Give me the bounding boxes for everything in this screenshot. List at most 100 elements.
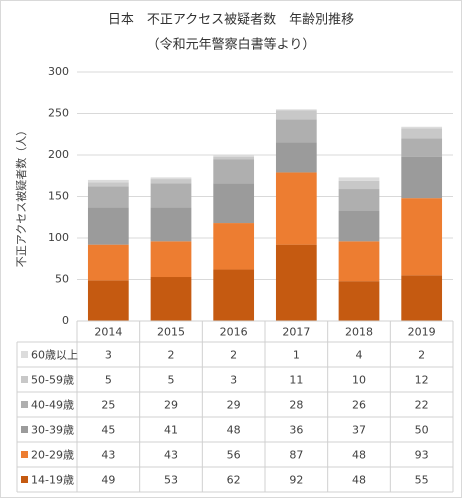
bar-segment: [338, 241, 380, 282]
table-value: 37: [352, 424, 366, 437]
y-tick-label: 150: [48, 190, 69, 203]
bar-segment: [275, 172, 317, 245]
bar-segment: [275, 109, 317, 111]
bar-segment: [150, 277, 192, 321]
legend-swatch: [21, 426, 28, 433]
table-value: 10: [352, 374, 366, 387]
legend-swatch: [21, 351, 28, 358]
bar-segment: [275, 119, 317, 143]
bar-segment: [213, 223, 255, 270]
bar-segment: [87, 179, 129, 183]
table-value: 92: [289, 474, 303, 487]
bar-segment: [401, 198, 443, 276]
x-tick-label: 2017: [282, 326, 310, 339]
table-value: 56: [227, 449, 241, 462]
table-value: 5: [105, 374, 112, 387]
table-value: 28: [289, 399, 303, 412]
x-tick-label: 2016: [220, 326, 248, 339]
table-value: 50: [415, 424, 429, 437]
y-tick-label: 100: [48, 231, 69, 244]
bar-segment: [275, 244, 317, 321]
legend-swatch: [21, 476, 28, 483]
table-value: 43: [164, 449, 178, 462]
table-value: 93: [415, 449, 429, 462]
table-value: 4: [356, 349, 363, 362]
bar-segment: [150, 241, 192, 278]
y-tick-label: 300: [48, 65, 69, 78]
table-value: 45: [101, 424, 115, 437]
bar-segment: [401, 138, 443, 157]
bar-segment: [401, 275, 443, 321]
table-value: 55: [415, 474, 429, 487]
bar-segment: [213, 183, 255, 224]
legend-label: 60歳以上: [31, 349, 78, 362]
bar-segment: [338, 180, 380, 190]
bar-segment: [150, 183, 192, 208]
bar-segment: [338, 177, 380, 181]
legend-label: 20-29歳: [31, 449, 74, 462]
chart-title: 日本 不正アクセス被疑者数 年齢別推移: [108, 12, 354, 28]
table-value: 62: [227, 474, 241, 487]
bar-segment: [87, 207, 129, 245]
table-value: 49: [101, 474, 115, 487]
bar-segment: [213, 155, 255, 157]
table-value: 36: [289, 424, 303, 437]
legend-swatch: [21, 451, 28, 458]
x-tick-label: 2014: [94, 326, 122, 339]
legend-swatch: [21, 401, 28, 408]
table-value: 43: [101, 449, 115, 462]
table-value: 11: [289, 374, 303, 387]
bar-segment: [213, 269, 255, 321]
table-value: 87: [289, 449, 303, 462]
table-value: 3: [230, 374, 237, 387]
x-tick-label: 2015: [157, 326, 185, 339]
bar-segment: [338, 189, 380, 211]
y-tick-label: 0: [62, 314, 69, 327]
table-value: 22: [415, 399, 429, 412]
table-value: 41: [164, 424, 178, 437]
table-value: 12: [415, 374, 429, 387]
table-value: 2: [168, 349, 175, 362]
bar-segment: [338, 210, 380, 242]
table-value: 48: [352, 449, 366, 462]
y-tick-label: 200: [48, 148, 69, 161]
table-value: 26: [352, 399, 366, 412]
bar-segment: [150, 177, 192, 180]
x-tick-label: 2018: [345, 326, 373, 339]
table-value: 29: [164, 399, 178, 412]
x-tick-label: 2019: [408, 326, 436, 339]
bar-segment: [213, 159, 255, 184]
table-value: 48: [352, 474, 366, 487]
bar-segment: [275, 142, 317, 173]
table-value: 2: [230, 349, 237, 362]
bar-segment: [213, 156, 255, 160]
y-tick-label: 50: [55, 273, 69, 286]
bar-segment: [401, 156, 443, 199]
table-value: 48: [227, 424, 241, 437]
y-axis-label: 不正アクセス被疑者数（人）: [15, 125, 28, 267]
legend-label: 14-19歳: [31, 474, 74, 487]
bar-segment: [275, 110, 317, 120]
y-tick-label: 250: [48, 107, 69, 120]
legend-label: 40-49歳: [31, 399, 74, 412]
bar-segment: [87, 182, 129, 187]
table-value: 29: [227, 399, 241, 412]
table-value: 53: [164, 474, 178, 487]
legend-swatch: [21, 376, 28, 383]
bar-segment: [87, 244, 129, 281]
chart-subtitle: （令和元年警察白書等より）: [147, 37, 316, 53]
legend-label: 50-59歳: [31, 374, 74, 387]
bar-segment: [150, 207, 192, 242]
bar-segment: [87, 280, 129, 321]
table-value: 5: [168, 374, 175, 387]
table-value: 25: [101, 399, 115, 412]
table-value: 2: [418, 349, 425, 362]
table-value: 1: [293, 349, 300, 362]
table-value: 3: [105, 349, 112, 362]
bar-segment: [401, 126, 443, 129]
bar-segment: [150, 179, 192, 184]
bar-segment: [338, 281, 380, 321]
bar-segment: [401, 128, 443, 139]
bar-segment: [87, 186, 129, 208]
